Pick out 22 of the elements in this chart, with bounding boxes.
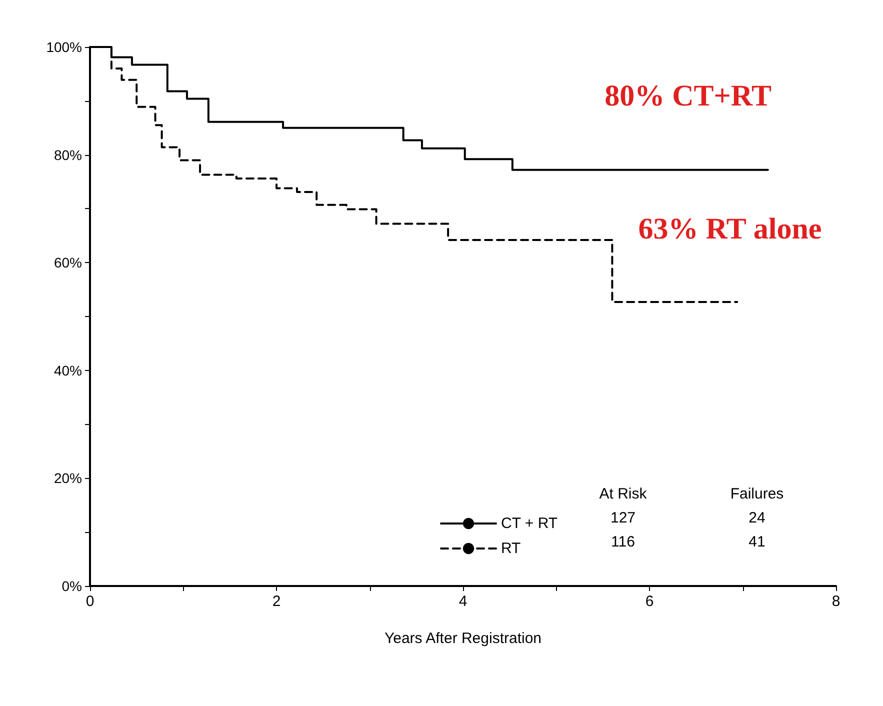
- annotation: Failures: [730, 486, 784, 502]
- x-tick-label: 0: [86, 593, 94, 610]
- x-tick-label: 6: [645, 593, 654, 610]
- y-tick-label: 60%: [54, 254, 82, 271]
- x-tick-label: 4: [458, 593, 468, 610]
- y-tick-label: 20%: [54, 470, 82, 486]
- legend-label: CT + RT: [501, 515, 558, 532]
- y-tick-label: 80%: [54, 146, 82, 163]
- annotation: 80% CT+RT: [604, 80, 772, 112]
- annotation: 127: [610, 510, 636, 526]
- legend-label: RT: [501, 540, 521, 557]
- annotation: At Risk: [599, 486, 648, 502]
- x-tick-label: 8: [832, 593, 840, 610]
- y-tick-label: 0%: [62, 578, 82, 594]
- x-axis-title: Years After Registration: [384, 630, 542, 647]
- y-tick-label: 100%: [46, 39, 82, 55]
- annotation: 41: [748, 534, 766, 550]
- annotation: 63% RT alone: [638, 212, 822, 246]
- annotation: 24: [748, 510, 766, 526]
- x-tick-label: 2: [272, 593, 281, 610]
- annotation: 116: [611, 534, 635, 550]
- y-tick-label: 40%: [54, 362, 82, 378]
